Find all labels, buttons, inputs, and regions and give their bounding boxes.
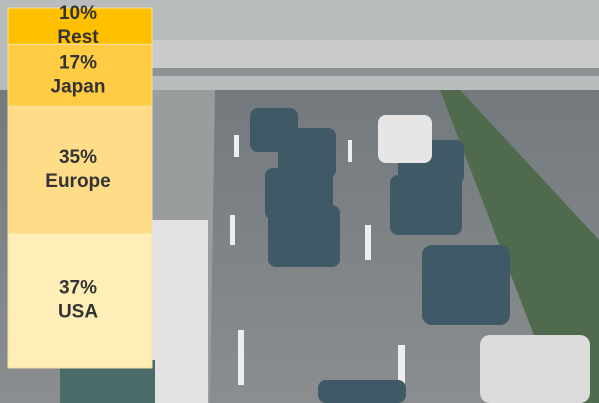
data-label: 17% bbox=[59, 52, 97, 73]
stacked-column: 37% USA 35% Europe 17% Japan 10% Rest bbox=[7, 3, 153, 369]
data-label: 10% bbox=[59, 3, 97, 24]
segment-label: USA bbox=[58, 302, 98, 323]
bar-segment bbox=[7, 7, 153, 45]
bar-segment bbox=[7, 232, 153, 369]
data-label: 35% bbox=[59, 147, 97, 168]
bar-segment bbox=[7, 43, 153, 107]
data-label: 37% bbox=[59, 278, 97, 299]
segment-label: Rest bbox=[57, 27, 99, 48]
bar-segment bbox=[7, 105, 153, 234]
segment-label: Europe bbox=[45, 171, 110, 192]
segment-label: Japan bbox=[51, 76, 106, 97]
